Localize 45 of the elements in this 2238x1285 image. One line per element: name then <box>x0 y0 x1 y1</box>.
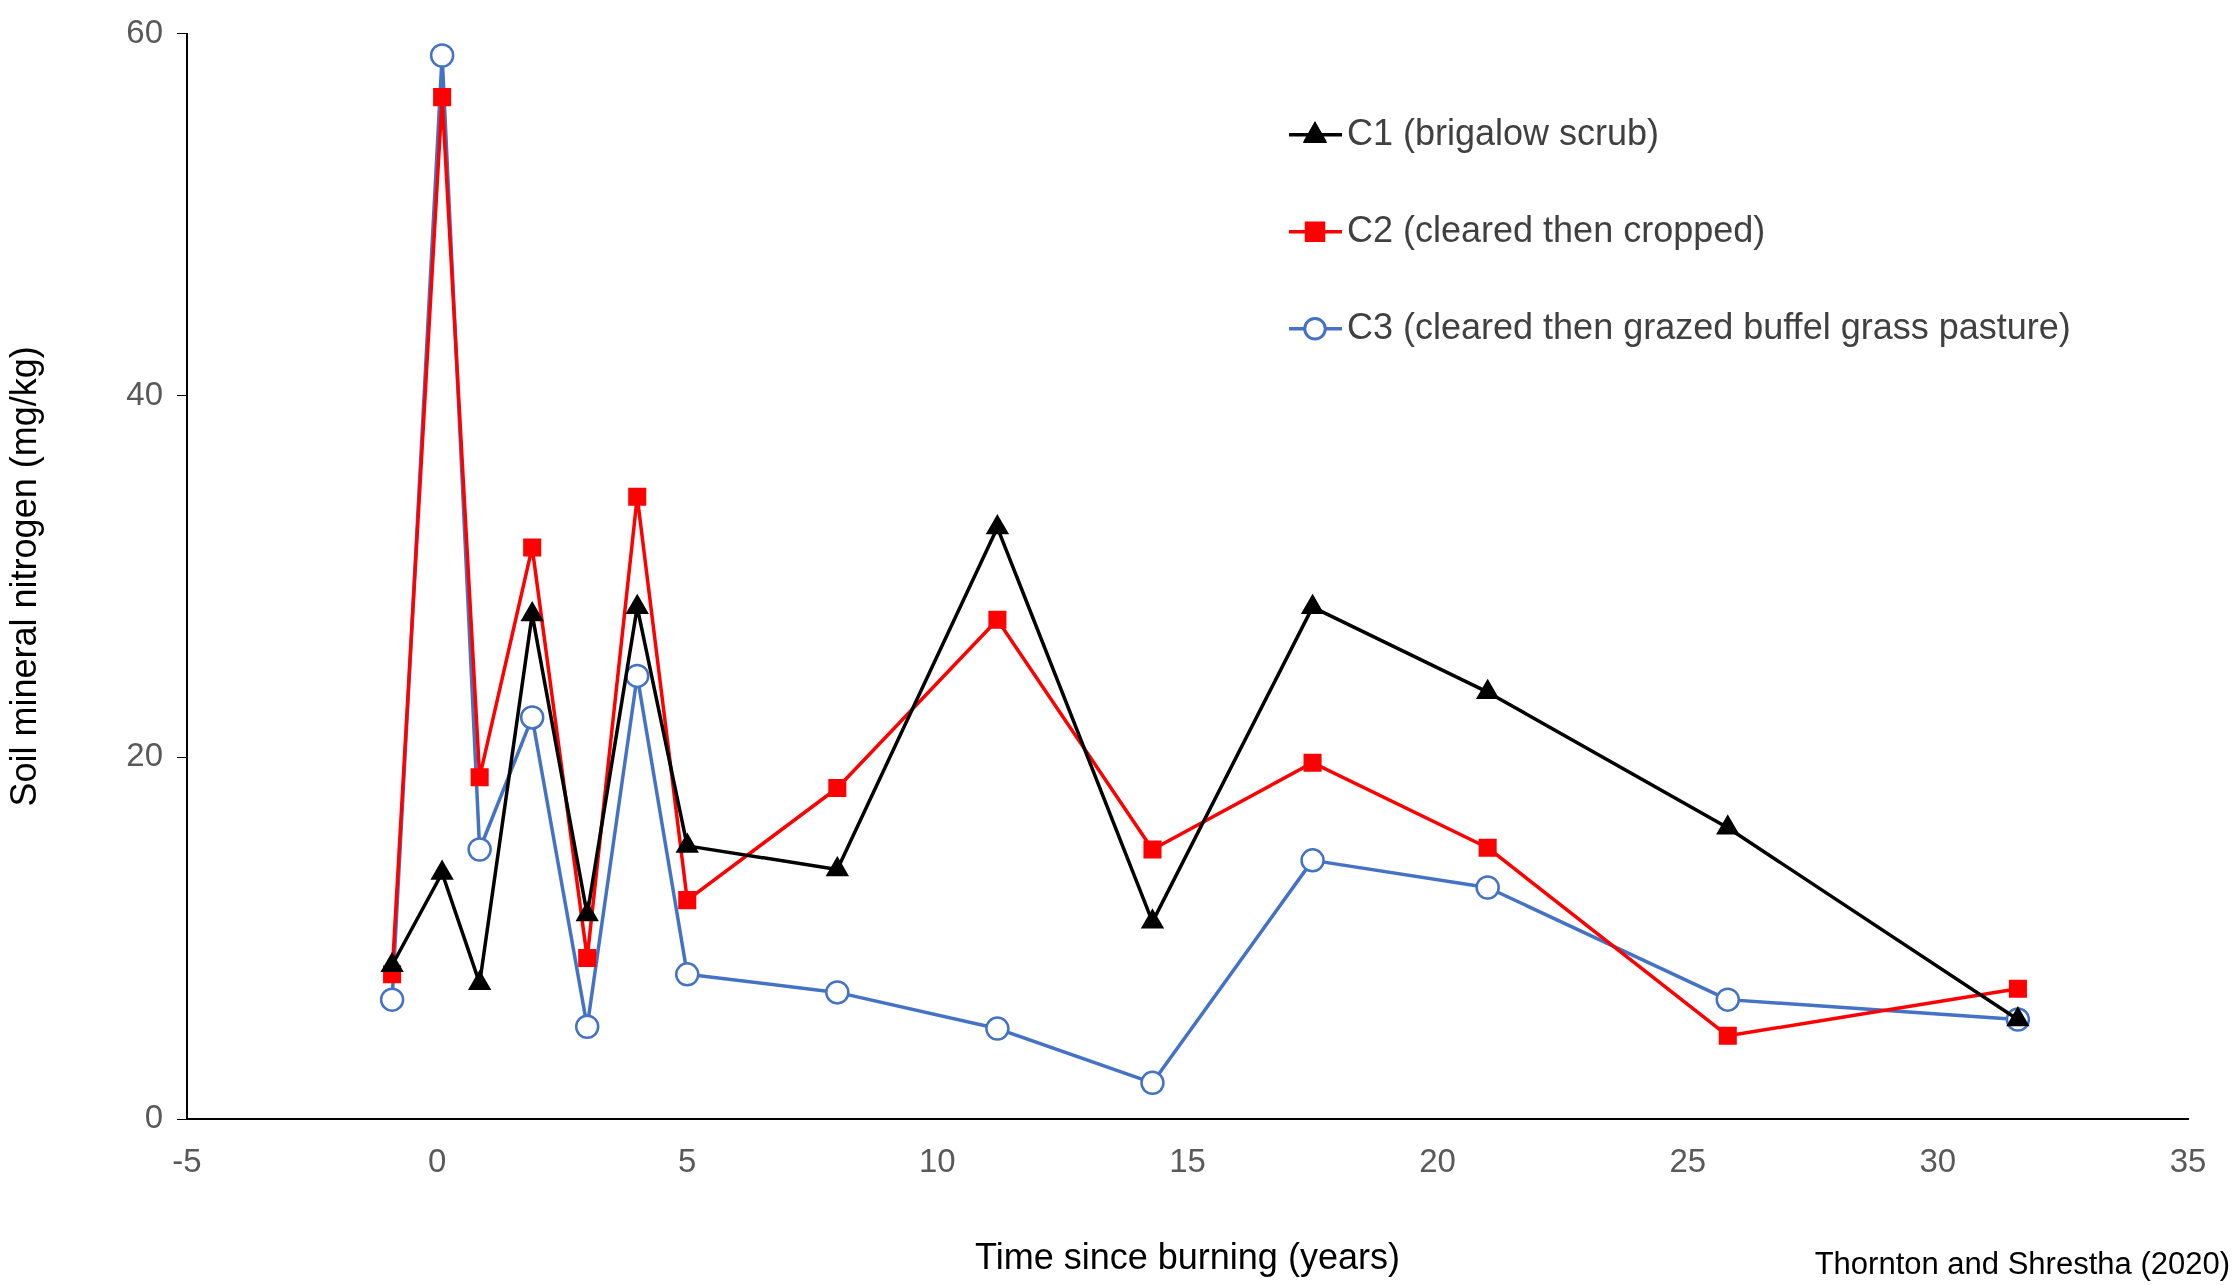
point <box>519 705 545 730</box>
point <box>628 487 647 506</box>
y-tick-label: 20 <box>126 736 163 774</box>
point <box>1718 1026 1737 1045</box>
point <box>1478 838 1497 857</box>
point <box>828 778 847 798</box>
point <box>1715 987 1741 1012</box>
point <box>988 610 1007 629</box>
y-tick-label: 40 <box>126 374 163 412</box>
point <box>2008 979 2027 998</box>
point <box>379 987 405 1012</box>
point <box>1143 840 1162 859</box>
legend-label: C1 (brigalow scrub) <box>1347 111 1660 153</box>
x-tick-label: 5 <box>678 1141 697 1179</box>
legend-label: C3 (cleared then grazed buffel grass pasture) <box>1347 305 2071 347</box>
point <box>470 768 489 787</box>
x-tick-label: 25 <box>1669 1141 1707 1179</box>
point <box>624 663 650 689</box>
legend-label: C2 (cleared then cropped) <box>1347 208 1766 250</box>
point <box>985 1016 1010 1041</box>
y-axis-title: Soil mineral nitrogen (mg/kg) <box>2 346 44 807</box>
point <box>578 949 597 968</box>
text: Thornton and Shrestha (2020) <box>1814 1246 2230 1282</box>
point <box>825 980 850 1005</box>
point <box>678 891 697 910</box>
x-tick-label: 10 <box>919 1141 956 1179</box>
x-tick-label: 20 <box>1419 1141 1456 1179</box>
point <box>523 538 542 557</box>
x-tick-label: 30 <box>1919 1141 1957 1179</box>
point <box>429 43 455 68</box>
point <box>1475 875 1500 900</box>
point <box>675 962 700 987</box>
x-tick-label: 15 <box>1169 1141 1206 1179</box>
point <box>467 837 492 862</box>
point <box>1303 753 1322 772</box>
y-tick-label: 60 <box>126 12 163 50</box>
x-tick-label: 35 <box>2169 1141 2207 1179</box>
point <box>1300 848 1325 873</box>
point <box>1140 1070 1165 1096</box>
x-tick-label: 0 <box>427 1141 447 1179</box>
x-axis-title: Time since burning (years) <box>975 1236 1400 1278</box>
y-tick-label: 0 <box>144 1098 163 1136</box>
point <box>433 88 452 107</box>
point <box>574 1014 600 1040</box>
x-tick-label: -5 <box>172 1141 202 1179</box>
